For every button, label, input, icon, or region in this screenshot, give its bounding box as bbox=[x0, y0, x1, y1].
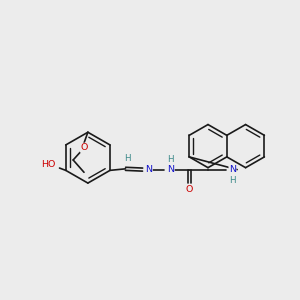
Text: H: H bbox=[167, 155, 174, 164]
Text: HO: HO bbox=[41, 160, 56, 169]
Text: N: N bbox=[229, 165, 236, 174]
Text: N: N bbox=[145, 165, 152, 174]
Text: N: N bbox=[167, 165, 174, 174]
Text: O: O bbox=[80, 143, 88, 152]
Text: H: H bbox=[124, 154, 130, 163]
Text: H: H bbox=[229, 176, 236, 185]
Text: O: O bbox=[185, 185, 193, 194]
